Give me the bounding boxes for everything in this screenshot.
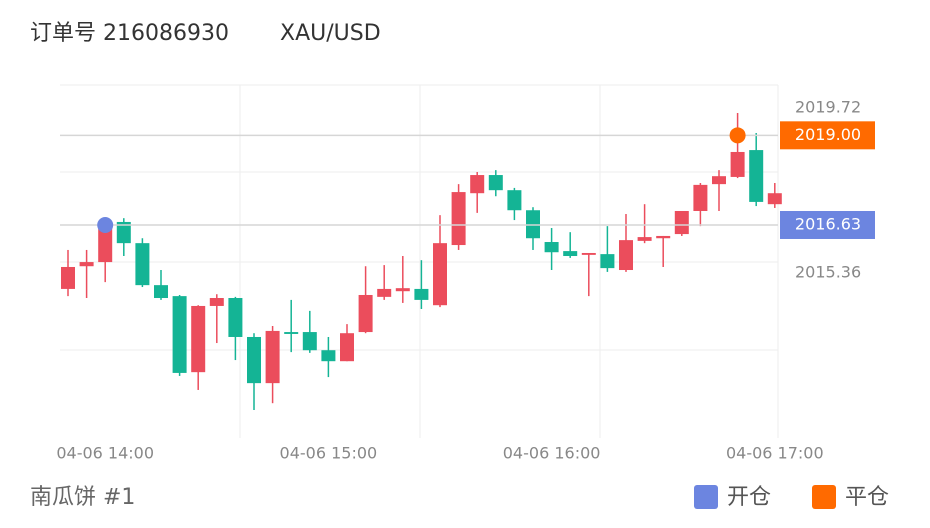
candle-body	[581, 252, 596, 255]
candle-body	[637, 237, 652, 241]
candle-body	[284, 332, 299, 334]
candle-body	[228, 298, 243, 337]
candle-body	[674, 210, 689, 235]
candle-body	[451, 192, 466, 246]
candle-body	[116, 221, 131, 244]
candle-body	[767, 193, 782, 205]
x-tick-label: 04-06 16:00	[503, 444, 601, 463]
trade-marker	[729, 127, 746, 144]
candle-body	[526, 210, 540, 239]
x-tick-label: 04-06 15:00	[280, 444, 378, 463]
x-tick-label: 04-06 17:00	[726, 444, 824, 463]
candle-body	[507, 190, 522, 211]
candle-body	[544, 242, 559, 253]
candle-body	[712, 176, 726, 185]
legend-label: 开仓	[727, 485, 771, 510]
candle-body	[61, 266, 75, 289]
price-badge-label: 2019.00	[795, 125, 861, 144]
candle-body	[79, 262, 94, 267]
candle-body	[247, 336, 261, 384]
candle-body	[395, 288, 410, 292]
trade-marker	[97, 216, 114, 233]
candle-body	[340, 333, 354, 362]
chart-subtitle: XAU/USD	[280, 21, 381, 46]
price-badge	[780, 121, 875, 150]
candle-body	[135, 243, 150, 286]
candle-body	[209, 298, 224, 306]
candle-body	[154, 285, 168, 299]
candle-body	[563, 251, 578, 257]
legend-swatch	[812, 485, 836, 509]
price-badge	[780, 210, 875, 239]
caption: 南瓜饼 #1	[30, 485, 135, 510]
candle-body	[172, 296, 187, 373]
candle-body	[358, 294, 373, 333]
candle-body	[321, 350, 336, 362]
candle-body	[656, 235, 671, 239]
candle-body	[730, 151, 745, 177]
legend-label: 平仓	[845, 485, 889, 510]
candle-body	[693, 184, 708, 211]
candle-body	[191, 305, 206, 373]
plot-frame	[60, 84, 779, 438]
candle-body	[265, 330, 280, 384]
x-tick-label: 04-06 14:00	[56, 444, 154, 463]
candle-body	[749, 150, 764, 202]
candle-body	[414, 288, 429, 300]
candle-body	[600, 254, 615, 269]
candle-body	[470, 175, 485, 194]
candle-body	[302, 332, 317, 351]
candle-body	[377, 288, 392, 297]
legend-swatch	[694, 485, 718, 509]
candle-body	[433, 243, 447, 306]
candle-body	[98, 224, 113, 263]
y-tick-label: 2015.36	[795, 263, 861, 282]
chart-title: 订单号 216086930	[30, 21, 229, 46]
price-badge-label: 2016.63	[795, 214, 861, 233]
candle-body	[488, 175, 503, 191]
candle-body	[619, 240, 633, 271]
y-tick-label: 2019.72	[795, 98, 861, 117]
